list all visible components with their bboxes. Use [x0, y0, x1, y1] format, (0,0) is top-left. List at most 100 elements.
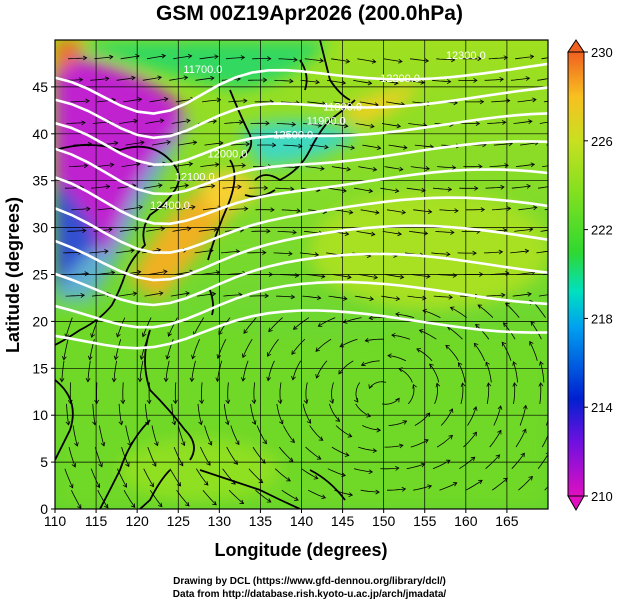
streamline-arrowhead [216, 97, 222, 103]
streamline-arrowhead [395, 466, 400, 471]
streamline [293, 317, 310, 330]
streamline-arrowhead [368, 188, 374, 194]
x-tick-labels: 110 115 120 125 130 135 140 145 150 155 160 165 [44, 509, 519, 529]
streamline-arrowhead [163, 96, 169, 102]
streamline [491, 100, 510, 103]
colorbar: 230 226 222 218 214 210 [567, 39, 613, 512]
streamline-arrowhead [219, 140, 224, 146]
streamline [369, 381, 387, 389]
streamline [513, 361, 518, 383]
streamline-arrowhead [530, 321, 535, 326]
streamline [491, 477, 508, 491]
contour-label: 11700.0 [183, 64, 222, 76]
streamline [283, 425, 295, 443]
streamline-arrowhead [240, 377, 246, 382]
streamline-arrowhead [199, 399, 204, 405]
streamline [63, 251, 82, 254]
streamline-arrowhead [538, 382, 544, 387]
streamline [338, 360, 354, 375]
streamline [96, 272, 115, 275]
streamline-arrowhead [210, 183, 216, 189]
streamline-arrowhead [347, 274, 352, 280]
streamline [407, 295, 426, 299]
streamline-arrowhead [80, 293, 85, 298]
streamline-arrowhead [191, 354, 196, 360]
streamline-arrowhead [290, 438, 295, 443]
streamline-arrowhead [268, 271, 274, 277]
streamline-arrowhead [426, 273, 431, 279]
streamline [273, 252, 293, 255]
streamline [224, 121, 243, 124]
streamline-arrowhead [316, 295, 322, 301]
streamline [192, 339, 200, 359]
streamline-arrowhead [451, 57, 456, 63]
streamline-arrowhead [367, 80, 373, 86]
streamline [91, 185, 110, 189]
streamline-arrowhead [445, 344, 450, 350]
streamline-arrowhead [553, 184, 557, 188]
streamline [199, 56, 219, 60]
streamline [475, 324, 490, 340]
y-tick-label: 0 [40, 501, 48, 517]
streamline-arrowhead [78, 77, 84, 83]
streamline-arrowhead [141, 332, 147, 338]
streamline [540, 229, 548, 232]
streamline [483, 251, 503, 254]
streamline [90, 78, 109, 81]
streamline [546, 144, 548, 146]
streamline-arrowhead [109, 54, 114, 60]
streamline [123, 489, 136, 508]
streamline-arrowhead [185, 291, 190, 296]
streamline [343, 317, 362, 323]
streamline [201, 271, 220, 275]
streamline [226, 165, 246, 167]
streamline-arrowhead [554, 475, 558, 479]
streamline-arrowhead [203, 481, 209, 486]
streamline-arrowhead [372, 448, 378, 454]
streamline [355, 403, 371, 417]
streamline-arrowhead [343, 123, 349, 129]
streamline [276, 403, 284, 425]
contour-label: 11900.0 [307, 115, 346, 127]
contour-label: 12100.0 [175, 172, 215, 184]
streamline-arrowhead [370, 231, 376, 237]
streamline [72, 425, 78, 447]
streamline-arrowhead [152, 462, 157, 467]
streamline-arrowhead [289, 186, 295, 192]
streamline-arrowhead [109, 162, 115, 168]
streamline-arrowhead [477, 304, 483, 309]
height-contour [55, 309, 548, 350]
streamline-arrowhead [264, 293, 269, 299]
y-tick-label: 10 [32, 407, 48, 423]
streamline [489, 164, 509, 167]
streamline [318, 317, 336, 327]
streamline [151, 425, 158, 446]
streamline [543, 273, 548, 275]
streamline-arrowhead [530, 162, 536, 168]
streamline [118, 403, 122, 425]
streamline-arrowhead [172, 399, 178, 405]
streamline-arrowhead [92, 420, 97, 426]
streamline [518, 476, 533, 491]
streamline-arrowhead [501, 120, 507, 125]
streamline-arrowhead [245, 141, 251, 147]
streamline-arrowhead [198, 420, 203, 426]
streamline [537, 78, 548, 81]
streamline [168, 317, 178, 337]
streamline [69, 273, 89, 275]
streamline [477, 304, 494, 318]
streamline [486, 294, 505, 297]
streamline [222, 186, 242, 189]
streamline-arrowhead [479, 272, 484, 277]
streamline-arrowhead [402, 420, 408, 425]
streamline [487, 121, 506, 124]
streamline [305, 382, 308, 404]
streamline-arrowhead [212, 119, 218, 124]
streamline [433, 295, 453, 298]
streamline [445, 345, 459, 362]
streamline-arrowhead [77, 504, 82, 509]
streamline [119, 120, 138, 124]
streamline-arrowhead [454, 208, 459, 214]
streamline [217, 360, 223, 382]
streamline-arrowhead [266, 376, 272, 382]
